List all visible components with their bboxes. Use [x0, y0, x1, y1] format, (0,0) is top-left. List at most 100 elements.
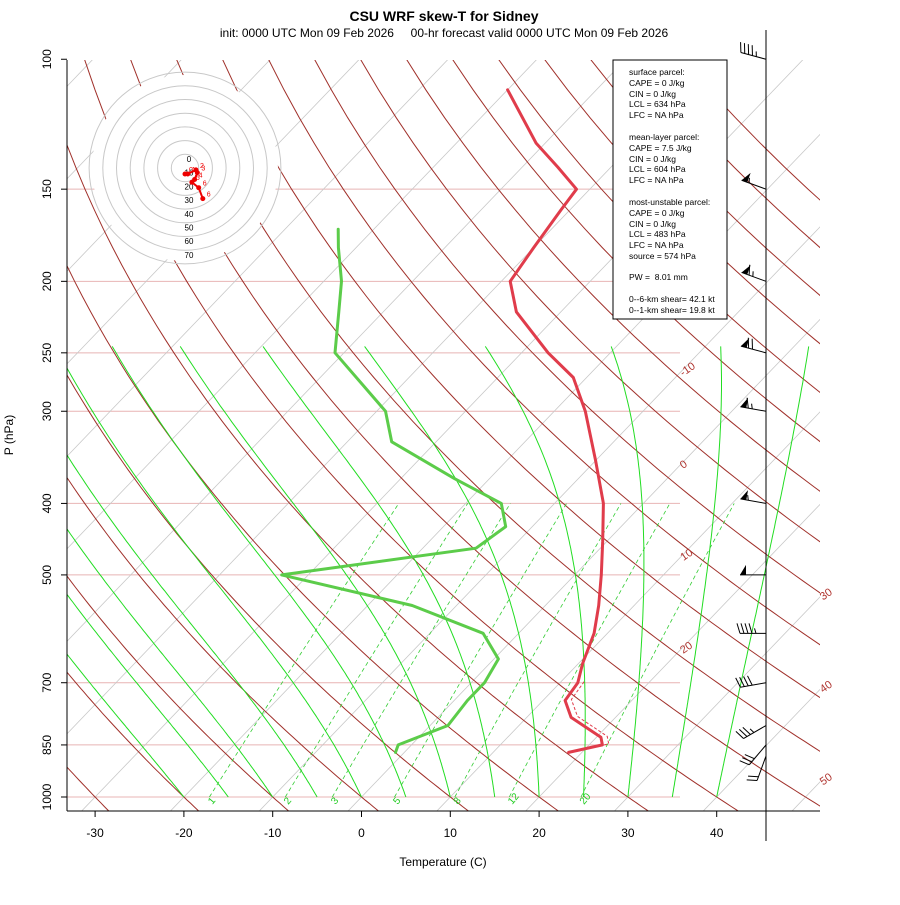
- wind-barb-staff: [741, 346, 766, 353]
- wind-barb-flag: [749, 623, 752, 633]
- moist-adiabat-line: [717, 346, 809, 797]
- y-tick-label: 100: [40, 49, 54, 69]
- wind-barb-half-flag: [750, 729, 754, 733]
- y-axis-label: P (hPa): [2, 415, 16, 455]
- x-tick-label: 10: [444, 826, 458, 840]
- wind-barb-flag: [749, 265, 750, 275]
- most-unstable-cin: CIN = 0 J/kg: [629, 219, 676, 229]
- wind-barb-half-flag: [755, 628, 757, 633]
- hodograph-ring-label: 0: [187, 155, 192, 164]
- shear-0-1km: 0--1-km shear= 19.8 kt: [629, 305, 715, 315]
- mean-layer-lcl: LCL = 604 hPa: [629, 164, 686, 174]
- x-tick-label: -10: [264, 826, 282, 840]
- wind-barb-staff: [742, 272, 766, 281]
- dry-adiabat-line: [253, 26, 900, 813]
- wind-barb-staff: [742, 180, 766, 189]
- hodograph-ring-label: 40: [185, 210, 194, 219]
- surface-parcel-title: surface parcel:: [629, 67, 685, 77]
- hodograph-point: [185, 172, 190, 177]
- precipitable-water: PW = 8.01 mm: [629, 272, 688, 282]
- hodograph-point: [196, 185, 201, 190]
- y-tick-label: 700: [40, 672, 54, 692]
- wind-barb-flag: [736, 678, 741, 687]
- wind-barb-flag: [747, 398, 748, 408]
- isotherm-line: [258, 25, 900, 812]
- mixing-ratio-line: [285, 503, 467, 797]
- chart-subtitle: init: 0000 UTC Mon 09 Feb 2026 00-hr for…: [220, 26, 669, 40]
- most-unstable-cape: CAPE = 0 J/kg: [629, 208, 685, 218]
- x-axis-label: Temperature (C): [399, 855, 486, 869]
- isotherm-label: 0: [678, 458, 690, 471]
- hodograph-ring-label: 30: [185, 196, 194, 205]
- x-tick-label: 20: [532, 826, 546, 840]
- mixing-ratio-label: 12: [506, 791, 522, 807]
- mean-layer-parcel-title: mean-layer parcel:: [629, 132, 699, 142]
- moist-adiabat-line: [0, 346, 228, 797]
- mixing-ratio-line: [209, 503, 398, 797]
- wind-barb-flag: [741, 623, 744, 633]
- x-tick-label: 40: [710, 826, 724, 840]
- most-unstable-source: source = 574 hPa: [629, 251, 696, 261]
- hodograph-point-label: 6: [207, 192, 211, 199]
- x-tick-label: -30: [86, 826, 104, 840]
- wind-barb-flag: [740, 761, 750, 765]
- isotherm-label: 40: [818, 679, 835, 696]
- hodograph-ring-label: 60: [185, 237, 194, 246]
- isotherm-label: -10: [678, 360, 698, 379]
- hodograph-point-label: 6: [203, 181, 207, 188]
- wind-barb-flag: [737, 623, 740, 633]
- wind-barb-flag: [747, 780, 757, 781]
- wind-barb-flag: [745, 755, 755, 759]
- dewpoint-profile-line: [282, 229, 506, 752]
- mixing-ratio-label: 20: [578, 791, 594, 807]
- wind-barb-flag: [745, 623, 748, 633]
- surface-cape: CAPE = 0 J/kg: [629, 78, 685, 88]
- moist-adiabat-line: [112, 346, 406, 797]
- surface-cin: CIN = 0 J/kg: [629, 89, 676, 99]
- y-tick-label: 400: [40, 493, 54, 513]
- parcel-info-box: surface parcel: CAPE = 0 J/kg CIN = 0 J/…: [613, 60, 727, 319]
- wind-barb-half-flag: [748, 495, 749, 500]
- x-tick-label: 30: [621, 826, 635, 840]
- wind-barb-flag: [748, 676, 753, 685]
- wind-barb-flag: [744, 677, 749, 686]
- hodograph: 010203040506070 01234566: [89, 72, 281, 264]
- wind-barb-flag: [748, 776, 758, 777]
- mixing-ratio-line: [581, 503, 734, 797]
- most-unstable-parcel-title: most-unstable parcel:: [629, 197, 710, 207]
- mixing-ratio-line: [509, 503, 670, 797]
- hodograph-point-label: 5: [196, 175, 200, 182]
- chart-title: CSU WRF skew-T for Sidney: [349, 8, 538, 24]
- wind-barb-flag: [742, 758, 752, 762]
- y-tick-label: 1000: [40, 783, 54, 810]
- mixing-ratio-line: [455, 503, 621, 797]
- most-unstable-lfc: LFC = NA hPa: [629, 240, 684, 250]
- hodograph-point: [189, 180, 194, 185]
- mixing-ratio-line: [332, 503, 510, 797]
- wind-barb-pennant: [740, 490, 748, 500]
- isotherm-line: [790, 25, 900, 812]
- most-unstable-lcl: LCL = 483 hPa: [629, 229, 686, 239]
- isotherm-label: 50: [818, 771, 835, 788]
- isotherm-label: 10: [678, 547, 695, 564]
- y-tick-label: 500: [40, 565, 54, 585]
- isotherm-label: 20: [678, 640, 695, 657]
- isotherm-label: 30: [818, 586, 835, 603]
- mean-layer-cape: CAPE = 7.5 J/kg: [629, 143, 692, 153]
- moist-adiabat-line: [0, 346, 184, 797]
- shear-0-6km: 0--6-km shear= 42.1 kt: [629, 294, 715, 304]
- hodograph-point: [200, 196, 205, 201]
- surface-lfc: LFC = NA hPa: [629, 110, 684, 120]
- hodograph-ring-label: 70: [185, 251, 194, 260]
- y-tick-label: 850: [40, 735, 54, 755]
- wind-barbs: [736, 42, 766, 780]
- y-tick-label: 300: [40, 401, 54, 421]
- hodograph-ring-label: 50: [185, 224, 194, 233]
- x-tick-label: -20: [175, 826, 193, 840]
- moist-adiabat-line: [611, 346, 644, 797]
- isotherm-line: [702, 25, 900, 812]
- surface-lcl: LCL = 634 hPa: [629, 99, 686, 109]
- wind-barb-half-flag: [752, 404, 753, 409]
